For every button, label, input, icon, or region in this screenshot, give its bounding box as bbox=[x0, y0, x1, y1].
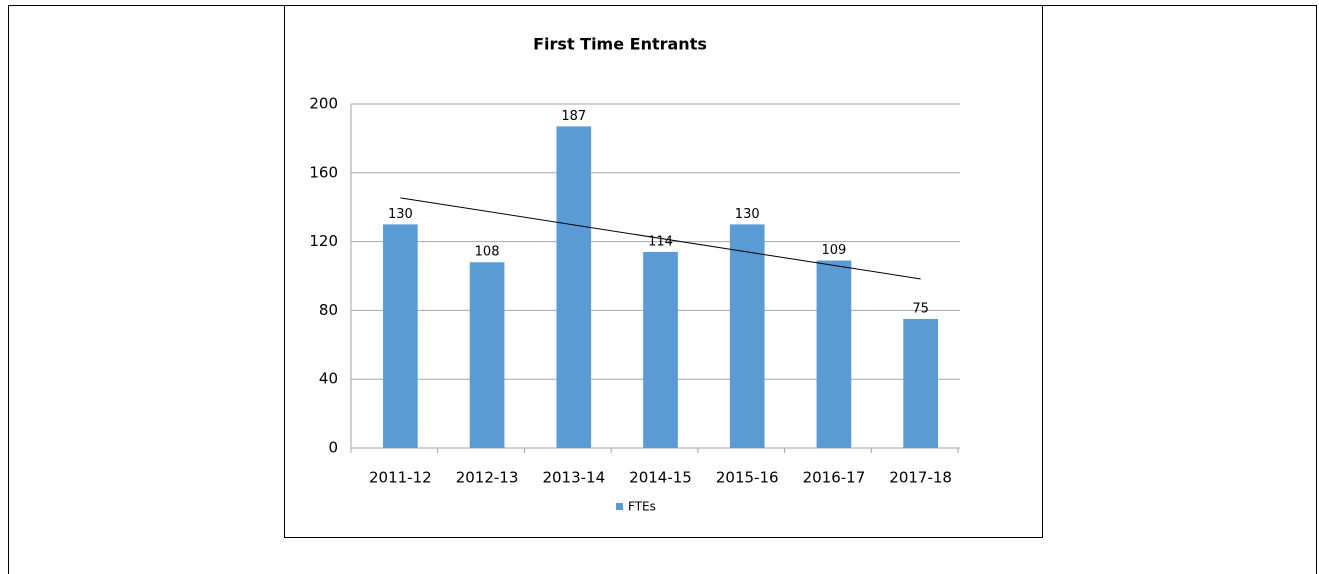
y-tick-label: 0 bbox=[328, 439, 338, 457]
y-tick-label: 40 bbox=[319, 370, 338, 388]
data-label: 108 bbox=[475, 245, 500, 260]
data-label: 130 bbox=[735, 207, 760, 222]
x-tick-label: 2011-12 bbox=[369, 469, 432, 487]
legend-swatch bbox=[616, 503, 623, 510]
bar bbox=[556, 126, 592, 449]
data-label: 109 bbox=[822, 243, 847, 258]
bar bbox=[729, 224, 765, 448]
bar bbox=[903, 319, 938, 448]
x-tick-label: 2016-17 bbox=[803, 469, 866, 487]
x-tick-label: 2014-15 bbox=[629, 469, 692, 487]
data-label: 187 bbox=[561, 109, 586, 124]
bar bbox=[643, 251, 678, 448]
y-tick-label: 80 bbox=[319, 301, 338, 319]
chart-title: First Time Entrants bbox=[533, 35, 707, 54]
x-tick-label: 2013-14 bbox=[542, 469, 605, 487]
y-tick-label: 200 bbox=[309, 95, 338, 113]
y-tick-label: 160 bbox=[309, 163, 338, 181]
x-tick-label: 2012-13 bbox=[456, 469, 519, 487]
bar bbox=[816, 260, 852, 448]
x-tick-label: 2017-18 bbox=[889, 469, 952, 487]
data-label: 114 bbox=[648, 234, 673, 249]
trendline bbox=[400, 197, 921, 280]
x-tick-label: 2015-16 bbox=[716, 469, 779, 487]
data-label: 130 bbox=[388, 207, 413, 222]
bar bbox=[383, 224, 418, 448]
y-tick-label: 120 bbox=[309, 232, 338, 250]
legend-label: FTEs bbox=[628, 500, 656, 514]
data-label: 75 bbox=[912, 302, 929, 317]
bar bbox=[469, 262, 505, 448]
